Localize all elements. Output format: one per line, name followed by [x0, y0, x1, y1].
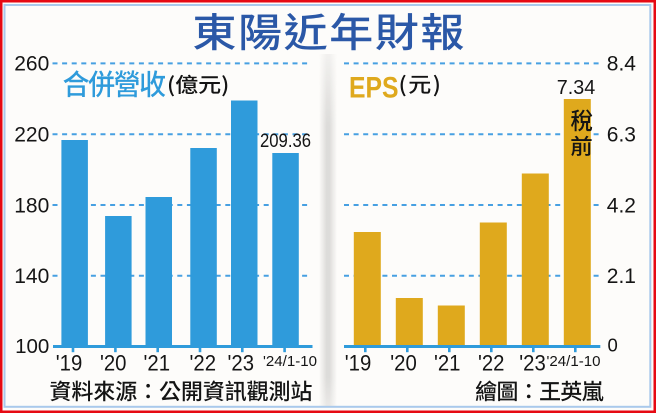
svg-text:EPS: EPS [349, 71, 399, 104]
svg-text:'20: '20 [100, 351, 127, 376]
svg-text:'19: '19 [345, 351, 372, 376]
svg-text:2.1: 2.1 [607, 265, 636, 288]
svg-text:'19: '19 [56, 351, 83, 376]
svg-text:180: 180 [14, 194, 49, 217]
svg-text:140: 140 [14, 265, 49, 288]
svg-text:'22: '22 [190, 351, 217, 376]
svg-text:'20: '20 [390, 351, 417, 376]
svg-text:'24/1-10: '24/1-10 [263, 353, 317, 370]
svg-text:260: 260 [14, 53, 49, 76]
svg-text:220: 220 [14, 124, 49, 147]
svg-text:209.36: 209.36 [260, 130, 311, 152]
svg-text:0: 0 [608, 335, 618, 356]
svg-text:'23: '23 [228, 351, 255, 376]
svg-text:'23: '23 [519, 351, 546, 376]
svg-text:8.4: 8.4 [607, 53, 637, 76]
svg-text:'21: '21 [144, 351, 171, 376]
svg-text:'24/1-10: '24/1-10 [547, 353, 601, 370]
svg-text:'22: '22 [478, 351, 505, 376]
svg-text:4.2: 4.2 [607, 194, 636, 217]
svg-text:100: 100 [15, 335, 49, 358]
svg-text:7.34: 7.34 [557, 76, 596, 99]
svg-text:'21: '21 [434, 351, 461, 376]
svg-text:6.3: 6.3 [607, 124, 636, 147]
